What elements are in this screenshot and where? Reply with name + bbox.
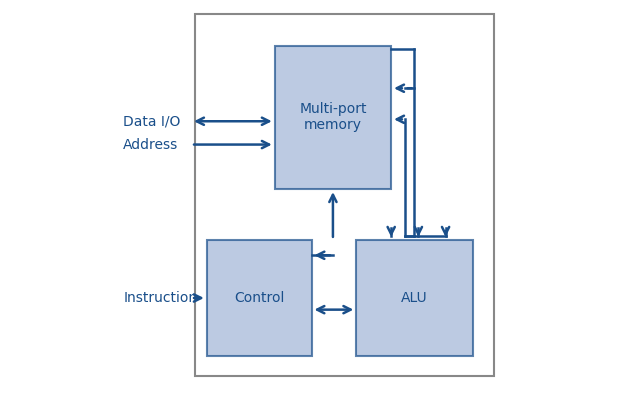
Text: Instruction: Instruction <box>123 291 198 305</box>
Text: Address: Address <box>123 138 179 152</box>
Text: Control: Control <box>234 291 284 305</box>
Text: ALU: ALU <box>401 291 428 305</box>
FancyBboxPatch shape <box>275 45 391 189</box>
FancyBboxPatch shape <box>195 15 494 376</box>
Text: Multi-port
memory: Multi-port memory <box>299 102 367 132</box>
FancyBboxPatch shape <box>356 240 473 356</box>
FancyBboxPatch shape <box>207 240 312 356</box>
Text: Data I/O: Data I/O <box>123 114 181 128</box>
